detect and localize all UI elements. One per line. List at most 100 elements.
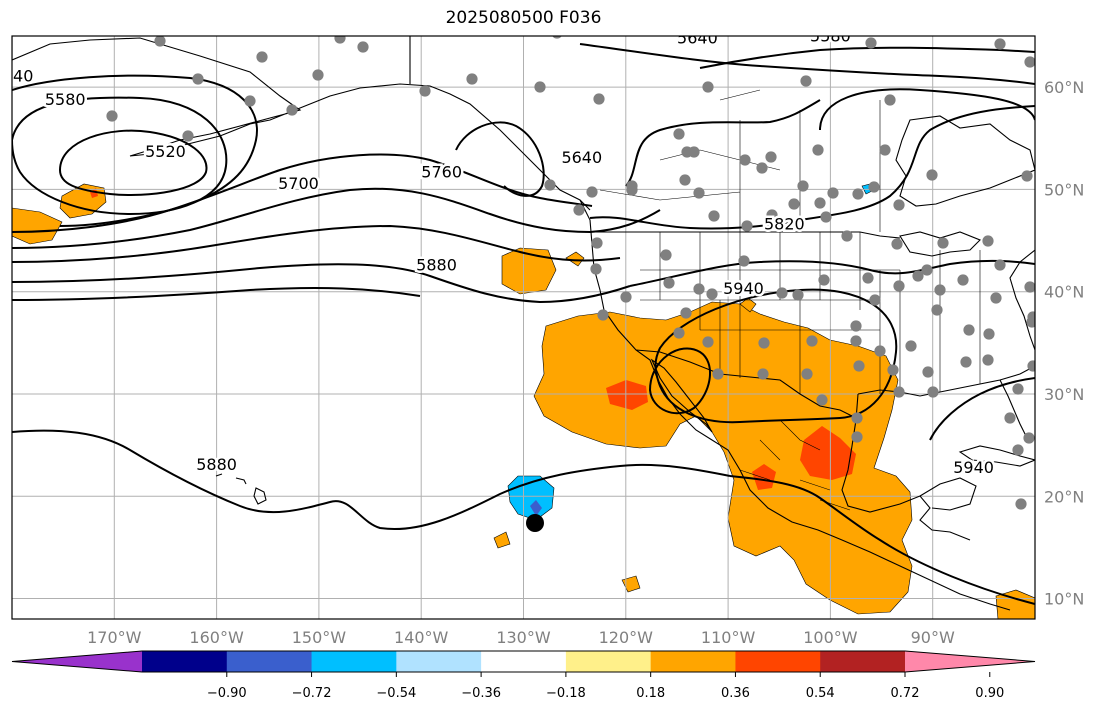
contour-5940-inner [648,347,712,415]
colorbar-tick-label: −0.54 [376,686,416,701]
station-dot [534,81,546,93]
cuba [958,445,1035,467]
station-dot [708,210,720,222]
station-dot [887,364,899,376]
station-dot [994,38,1006,50]
canada-us-border [592,231,901,239]
station-dot [1024,281,1035,293]
contour-label: 5640 [561,148,602,167]
station-dot [776,287,788,299]
colorbar-tick-label: 0.54 [806,686,835,701]
hudson-bay [895,115,1035,207]
great-lakes [899,231,981,257]
colorbar-tick-label: −0.18 [546,686,586,701]
contour-label: 5760 [421,163,462,182]
station-dot [820,211,832,223]
station-dot [927,386,939,398]
station-dot [851,431,863,443]
longitude-tick-label: 130°W [496,628,551,647]
contour-5760 [12,187,661,249]
station-dot [756,162,768,174]
station-dot [757,368,769,380]
contour-5580-north [699,46,1035,69]
border-line [640,232,981,394]
contour-5640-alaska [455,121,545,197]
station-dot [544,179,556,191]
station-dot [1015,498,1027,510]
station-dot [758,337,770,349]
station-dot [990,292,1002,304]
mexico-gulf-coast [841,393,971,541]
station-dot [738,255,750,267]
station-dot [800,75,812,87]
contour-label: 5520 [145,142,186,161]
station-dot [1021,170,1033,182]
latitude-tick-label: 50°N [1044,180,1084,199]
latitude-tick-label: 20°N [1044,487,1084,506]
colorbar-tick-label: 0.72 [891,686,920,701]
station-dot [816,394,828,406]
positive-anomaly-region [995,589,1035,619]
station-dot [797,180,809,192]
positive-anomaly-region [501,247,557,295]
contour-label: 5880 [416,256,457,275]
coastlines [12,36,1035,611]
station-dot [1027,360,1035,372]
contour-label: 5700 [278,174,319,193]
contour-label: 5580 [810,27,851,46]
station-dot [663,277,675,289]
station-dot [626,184,638,196]
contour-5700 [12,153,593,233]
west-coast [579,199,1011,611]
station-dot [573,204,585,216]
contour-5700-east [819,88,1035,131]
station-dot [827,187,839,199]
station-dot [891,238,903,250]
contour-5940-coast [729,475,1035,605]
positive-anomaly-region [565,251,585,267]
station-dot [862,272,874,284]
station-dot [851,412,863,424]
political-borders [599,89,981,511]
station-dot [244,95,256,107]
station-dot [741,220,753,232]
contour-5880-tail [12,287,421,301]
station-dot [182,130,194,142]
contour-label: 5880 [196,455,237,474]
colorbar-tick-label: 0.90 [975,686,1004,701]
contour-5820-main [589,105,1035,230]
colorbar-swatch [311,651,397,672]
station-dot [312,69,324,81]
colorbar-tick-label: 0.18 [636,686,665,701]
positive-anomaly-region [12,207,63,245]
station-dot [1024,56,1035,68]
station-dot [586,186,598,198]
colorbar-swatch [820,651,906,672]
station-dot [963,324,975,336]
station-dot [893,386,905,398]
station-dot [922,366,934,378]
positive-anomaly-region [533,301,913,615]
station-dot [893,199,905,211]
station-dot [865,37,877,49]
station-dot [693,187,705,199]
contour-5760-east [625,99,821,187]
station-dot [192,73,204,85]
negative-anomaly-region [530,500,542,516]
contour-5880-south [12,429,731,530]
station-dot [868,181,880,193]
station-dot [680,307,692,319]
station-dot [788,198,800,210]
station-dot [982,235,994,247]
station-dot [801,368,813,380]
station-dot [853,360,865,372]
colorbar-swatch [142,651,228,672]
station-dot [688,146,700,158]
station-dot [957,274,969,286]
station-dot [879,144,891,156]
station-dot [286,104,298,116]
colorbar-swatch [396,651,482,672]
contour-5640-north [579,43,1035,85]
colorbar-swatch [226,651,313,672]
